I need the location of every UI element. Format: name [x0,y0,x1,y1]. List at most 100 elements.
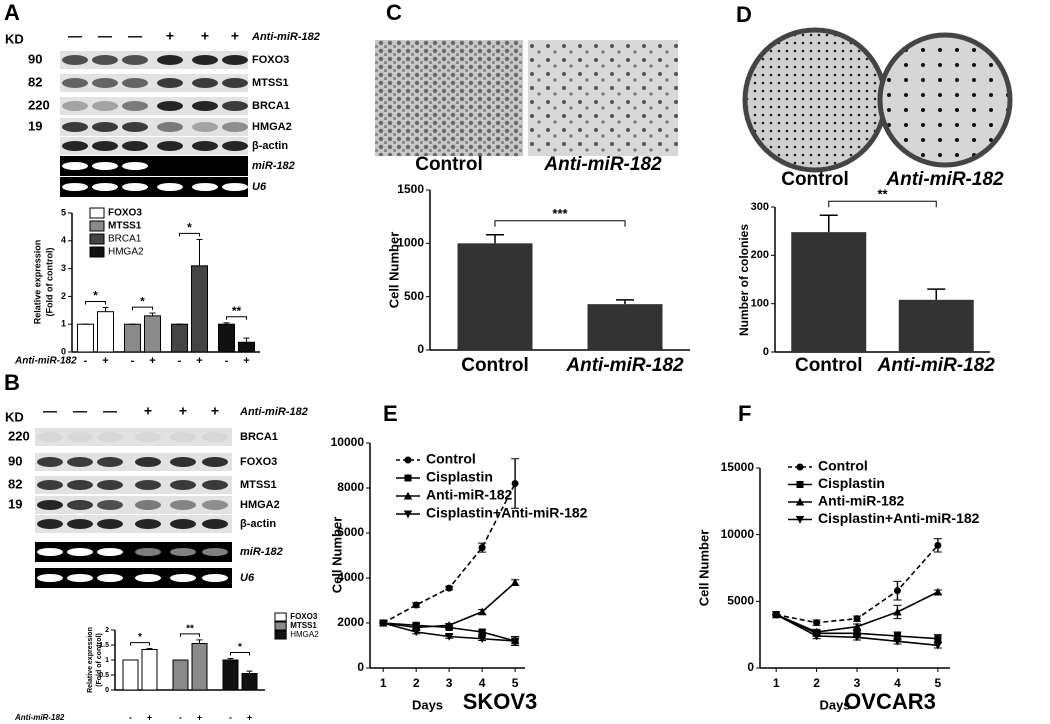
row-label: BRCA1 [240,431,278,443]
photo-anti [528,40,678,156]
mw-label: 82 [8,476,22,491]
row-label: FOXO3 [240,456,277,468]
band [97,574,123,582]
treatment-mark: — [103,403,117,419]
band [62,78,88,88]
photo-label: Control [781,169,849,190]
bar [122,659,139,691]
band [122,101,148,111]
marker [771,611,781,619]
band [135,548,161,556]
band [37,457,63,467]
band [97,548,123,556]
mw-label: 19 [8,496,22,511]
blot-strip [60,74,248,92]
band [67,457,93,467]
treatment-label: Anti-miR-182 [251,31,320,43]
band [92,183,118,191]
band [67,548,93,556]
x-tick-label: 5 [512,676,519,690]
band [92,122,118,132]
x-mark: - [225,355,229,367]
marker [478,628,486,636]
marker [933,641,943,650]
row-label: β-actin [252,140,288,152]
kd-label: KD [5,409,24,424]
gel-strip [60,177,248,197]
marker [812,632,821,641]
legend-label: FOXO3 [290,612,318,621]
x-tick-label: 2 [413,676,420,690]
photo-label: Anti-miR-182 [543,154,662,175]
y-tick-label: 1 [105,657,109,664]
band [62,162,88,170]
panel-label: C [386,0,402,25]
bar [141,649,158,691]
band [37,500,63,510]
x-mark: + [149,355,155,367]
panel-label: A [4,0,20,25]
y-tick-label: 10000 [331,435,365,449]
band [92,101,118,111]
band [62,122,88,132]
x-label: Anti-miR-182 [14,713,65,722]
band [92,55,118,65]
marker [893,637,902,646]
band [202,480,228,490]
significance: * [138,632,142,643]
dish-anti [877,32,1013,168]
band [122,162,148,170]
marker [412,601,420,609]
bar [97,311,114,353]
band [135,500,161,510]
row-label: miR-182 [240,546,283,558]
marker [796,463,804,471]
marker [934,541,942,549]
legend-swatch [274,630,287,640]
treatment-mark: — [43,403,57,419]
marker [477,635,487,643]
marker [934,635,942,643]
legend-label: MTSS1 [108,221,142,232]
band [122,141,148,151]
y-tick-label: 0.5 [99,672,109,679]
treatment-mark: — [98,28,112,44]
y-tick-label: 4 [61,235,66,245]
row-label: HMGA2 [240,499,280,511]
y-tick-label: 100 [751,298,769,310]
marker [444,621,454,629]
band [192,55,218,65]
x-mark: + [247,712,252,722]
y-tick-label: 300 [751,201,769,213]
legend-label: FOXO3 [108,208,142,219]
band [170,574,196,582]
treatment-mark: + [231,28,239,44]
bar [222,659,239,691]
band [122,122,148,132]
blot-strip [60,97,248,115]
y-tick-label: 0 [61,346,66,356]
marker [403,491,413,500]
x-mark: + [197,712,202,722]
band [202,519,228,529]
row-label: MTSS1 [240,479,277,491]
x-mark: - [129,712,132,722]
significance: ** [186,624,194,635]
significance: * [238,642,242,653]
y-tick-label: 6000 [337,525,364,539]
x-tick-label: 3 [854,676,861,690]
blot-strip [60,51,248,69]
marker [853,615,861,623]
y-tick-label: 5 [61,207,66,217]
band [157,141,183,151]
bar [171,323,188,353]
gel-strip [35,542,232,562]
band [97,519,123,529]
legend-label: Cisplastin+Anti-miR-182 [818,510,980,526]
x-mark: + [147,712,152,722]
treatment-label: Anti-miR-182 [239,406,308,418]
band [67,519,93,529]
band [157,183,183,191]
bar [191,265,208,353]
marker [411,628,421,637]
